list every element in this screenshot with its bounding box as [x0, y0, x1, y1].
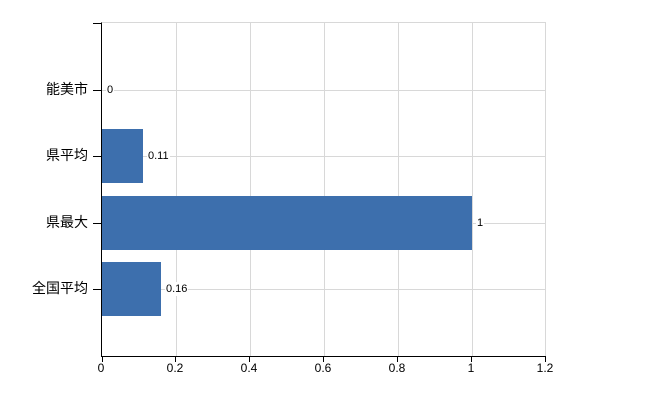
y-axis-tick: [93, 223, 102, 224]
x-axis-tick-label: 0.2: [166, 361, 184, 375]
vertical-gridline: [545, 23, 546, 356]
y-axis-tick: [93, 156, 102, 157]
vertical-gridline: [472, 23, 473, 356]
x-axis-tick-label: 0.6: [314, 361, 332, 375]
plot-area: 0 0.11 1 0.16: [93, 22, 546, 362]
y-axis-category-label: 県平均: [46, 147, 88, 163]
x-axis-tick: [545, 357, 546, 362]
y-axis-tick: [93, 289, 102, 290]
value-label: 0: [106, 83, 115, 97]
value-label: 1: [476, 216, 485, 230]
bar: [102, 129, 143, 183]
x-axis-tick: [175, 357, 176, 362]
x-axis-tick-label: 0: [97, 361, 105, 375]
x-axis-tick: [102, 357, 103, 362]
vertical-gridline: [176, 23, 177, 356]
x-axis-tick-label: 1.2: [536, 361, 554, 375]
x-axis-tick-label: 0.8: [388, 361, 406, 375]
vertical-gridline: [398, 23, 399, 356]
y-axis-category-label: 県最大: [46, 214, 88, 230]
y-axis-category-label: 全国平均: [32, 280, 88, 296]
bar: [102, 196, 472, 250]
vertical-gridline: [324, 23, 325, 356]
horizontal-gridline: [102, 90, 546, 91]
x-axis-tick: [249, 357, 250, 362]
value-label: 0.11: [147, 149, 170, 163]
horizontal-gridline: [102, 156, 546, 157]
x-axis-tick-label: 1: [467, 361, 475, 375]
vertical-gridline: [250, 23, 251, 356]
x-axis-labels: 0 0.2 0.4 0.6 0.8 1 1.2: [97, 361, 554, 379]
y-axis-top-tick: [93, 23, 102, 24]
x-axis-tick-label: 0.4: [240, 361, 258, 375]
y-axis-tick: [93, 90, 102, 91]
y-axis-labels: 能美市県平均県最大全国平均: [0, 22, 88, 355]
y-axis-category-label: 能美市: [46, 81, 88, 97]
x-axis-tick: [323, 357, 324, 362]
x-axis-tick: [471, 357, 472, 362]
bar: [102, 262, 161, 316]
x-axis-tick: [397, 357, 398, 362]
value-label: 0.16: [165, 282, 189, 296]
horizontal-gridline: [102, 289, 546, 290]
